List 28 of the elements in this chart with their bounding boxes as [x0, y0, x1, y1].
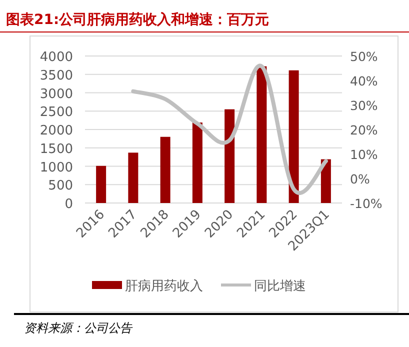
y2-tick-label: 30% [350, 98, 378, 113]
bar [128, 152, 138, 203]
bar [96, 166, 106, 203]
y-tick-label: 0 [64, 197, 73, 212]
y2-tick-label: -10% [350, 196, 382, 211]
y-tick-label: 4000 [40, 50, 73, 65]
bar [288, 70, 299, 203]
y2-tick-label: 20% [350, 122, 378, 138]
text: 资料来源：公司公告 [24, 321, 133, 335]
legend-label: 同比增速 [254, 279, 306, 294]
y-tick-label: 1500 [40, 142, 73, 157]
bar [192, 122, 202, 203]
bar [224, 109, 235, 203]
y-tick-label: 500 [48, 178, 73, 194]
chart-title: 图表21:公司肝病用药收入和增速：百万元 [6, 11, 270, 28]
y2-tick-label: 10% [350, 147, 378, 162]
y-tick-label: 1000 [40, 160, 73, 176]
y2-tick-label: 0% [350, 172, 370, 186]
y-tick-label: 2000 [40, 124, 73, 138]
y-tick-label: 3000 [40, 86, 73, 102]
bar [320, 159, 331, 203]
y-tick-label: 3500 [40, 68, 73, 84]
legend-label: 肝病用药收入 [125, 279, 203, 294]
y-tick-label: 2500 [40, 105, 73, 120]
y2-tick-label: 40% [350, 74, 378, 88]
bar [160, 136, 170, 203]
y2-tick-label: 50% [350, 49, 378, 64]
bar [256, 66, 267, 203]
